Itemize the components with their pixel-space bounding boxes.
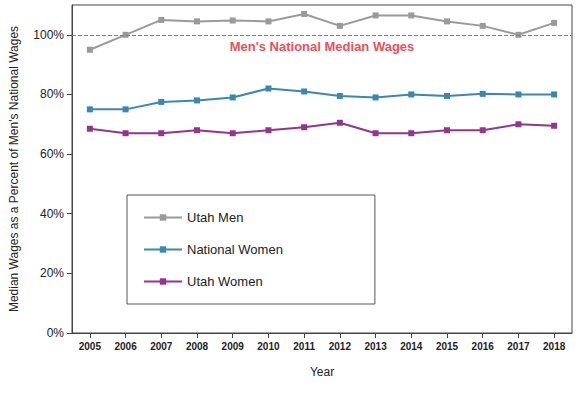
- svg-text:40%: 40%: [40, 207, 64, 221]
- svg-text:2007: 2007: [150, 341, 173, 352]
- svg-text:20%: 20%: [40, 266, 64, 280]
- svg-text:2015: 2015: [436, 341, 459, 352]
- svg-text:2006: 2006: [114, 341, 137, 352]
- svg-text:60%: 60%: [40, 147, 64, 161]
- svg-text:2005: 2005: [79, 341, 102, 352]
- svg-text:80%: 80%: [40, 87, 64, 101]
- svg-text:National Women: National Women: [187, 242, 283, 257]
- svg-text:Men's National Median Wages: Men's National Median Wages: [230, 39, 415, 54]
- svg-text:2018: 2018: [543, 341, 566, 352]
- svg-text:Utah Men: Utah Men: [187, 210, 243, 225]
- svg-text:Year: Year: [310, 365, 334, 379]
- svg-text:2014: 2014: [400, 341, 423, 352]
- svg-text:2017: 2017: [507, 341, 530, 352]
- svg-text:Median Wages as a Percent of M: Median Wages as a Percent of Men's Natio…: [7, 26, 21, 312]
- svg-text:Utah Women: Utah Women: [187, 274, 263, 289]
- svg-text:100%: 100%: [33, 28, 64, 42]
- svg-text:2008: 2008: [186, 341, 209, 352]
- svg-text:2010: 2010: [257, 341, 280, 352]
- svg-text:2011: 2011: [293, 341, 315, 352]
- svg-text:2012: 2012: [329, 341, 352, 352]
- svg-text:2013: 2013: [364, 341, 387, 352]
- svg-text:0%: 0%: [47, 326, 65, 340]
- svg-text:2009: 2009: [222, 341, 245, 352]
- svg-text:2016: 2016: [472, 341, 495, 352]
